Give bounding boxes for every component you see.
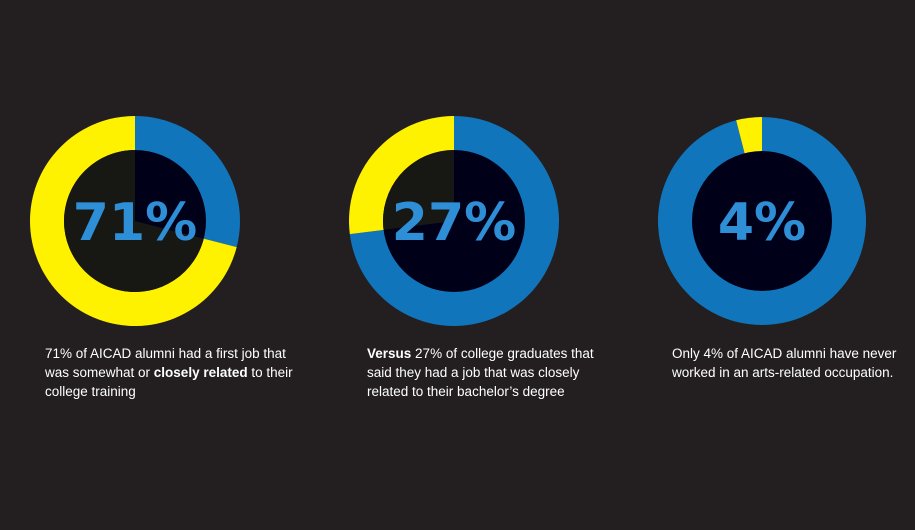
caption-1-text: 71% of AICAD alumni had a first job that… bbox=[45, 346, 286, 380]
donut-hole bbox=[692, 151, 832, 291]
donut-center-label: 71% bbox=[73, 193, 197, 253]
donut-center-label: 4% bbox=[718, 193, 806, 253]
donut-panel-2: 27% Versus 27% of college graduates that… bbox=[305, 0, 610, 530]
caption-1: 71% of AICAD alumni had a first job that… bbox=[45, 344, 295, 401]
donut-panel-3: 4% Only 4% of AICAD alumni have never wo… bbox=[610, 0, 915, 530]
donut-panel-1: 71% 71% of AICAD alumni had a first job … bbox=[0, 0, 305, 530]
caption-2-text-end: 27% of college graduates that said they … bbox=[367, 346, 594, 399]
caption-1-bold: closely related bbox=[153, 365, 248, 380]
donut-center-label: 27% bbox=[392, 193, 516, 253]
caption-1-text-end: to their college training bbox=[45, 365, 293, 399]
caption-3: Only 4% of AICAD alumni have never worke… bbox=[672, 344, 915, 382]
donut-chart-2: 27% bbox=[349, 116, 559, 326]
donut-chart-1: 71% bbox=[30, 116, 240, 326]
donut-hole-shade bbox=[383, 150, 454, 230]
caption-3-text: Only 4% of AICAD alumni have never worke… bbox=[672, 346, 897, 380]
donut-chart-3: 4% bbox=[658, 117, 866, 325]
caption-2: Versus 27% of college graduates that sai… bbox=[367, 344, 617, 401]
donut-hole-shade bbox=[63, 150, 204, 293]
caption-2-bold: Versus bbox=[367, 346, 412, 361]
